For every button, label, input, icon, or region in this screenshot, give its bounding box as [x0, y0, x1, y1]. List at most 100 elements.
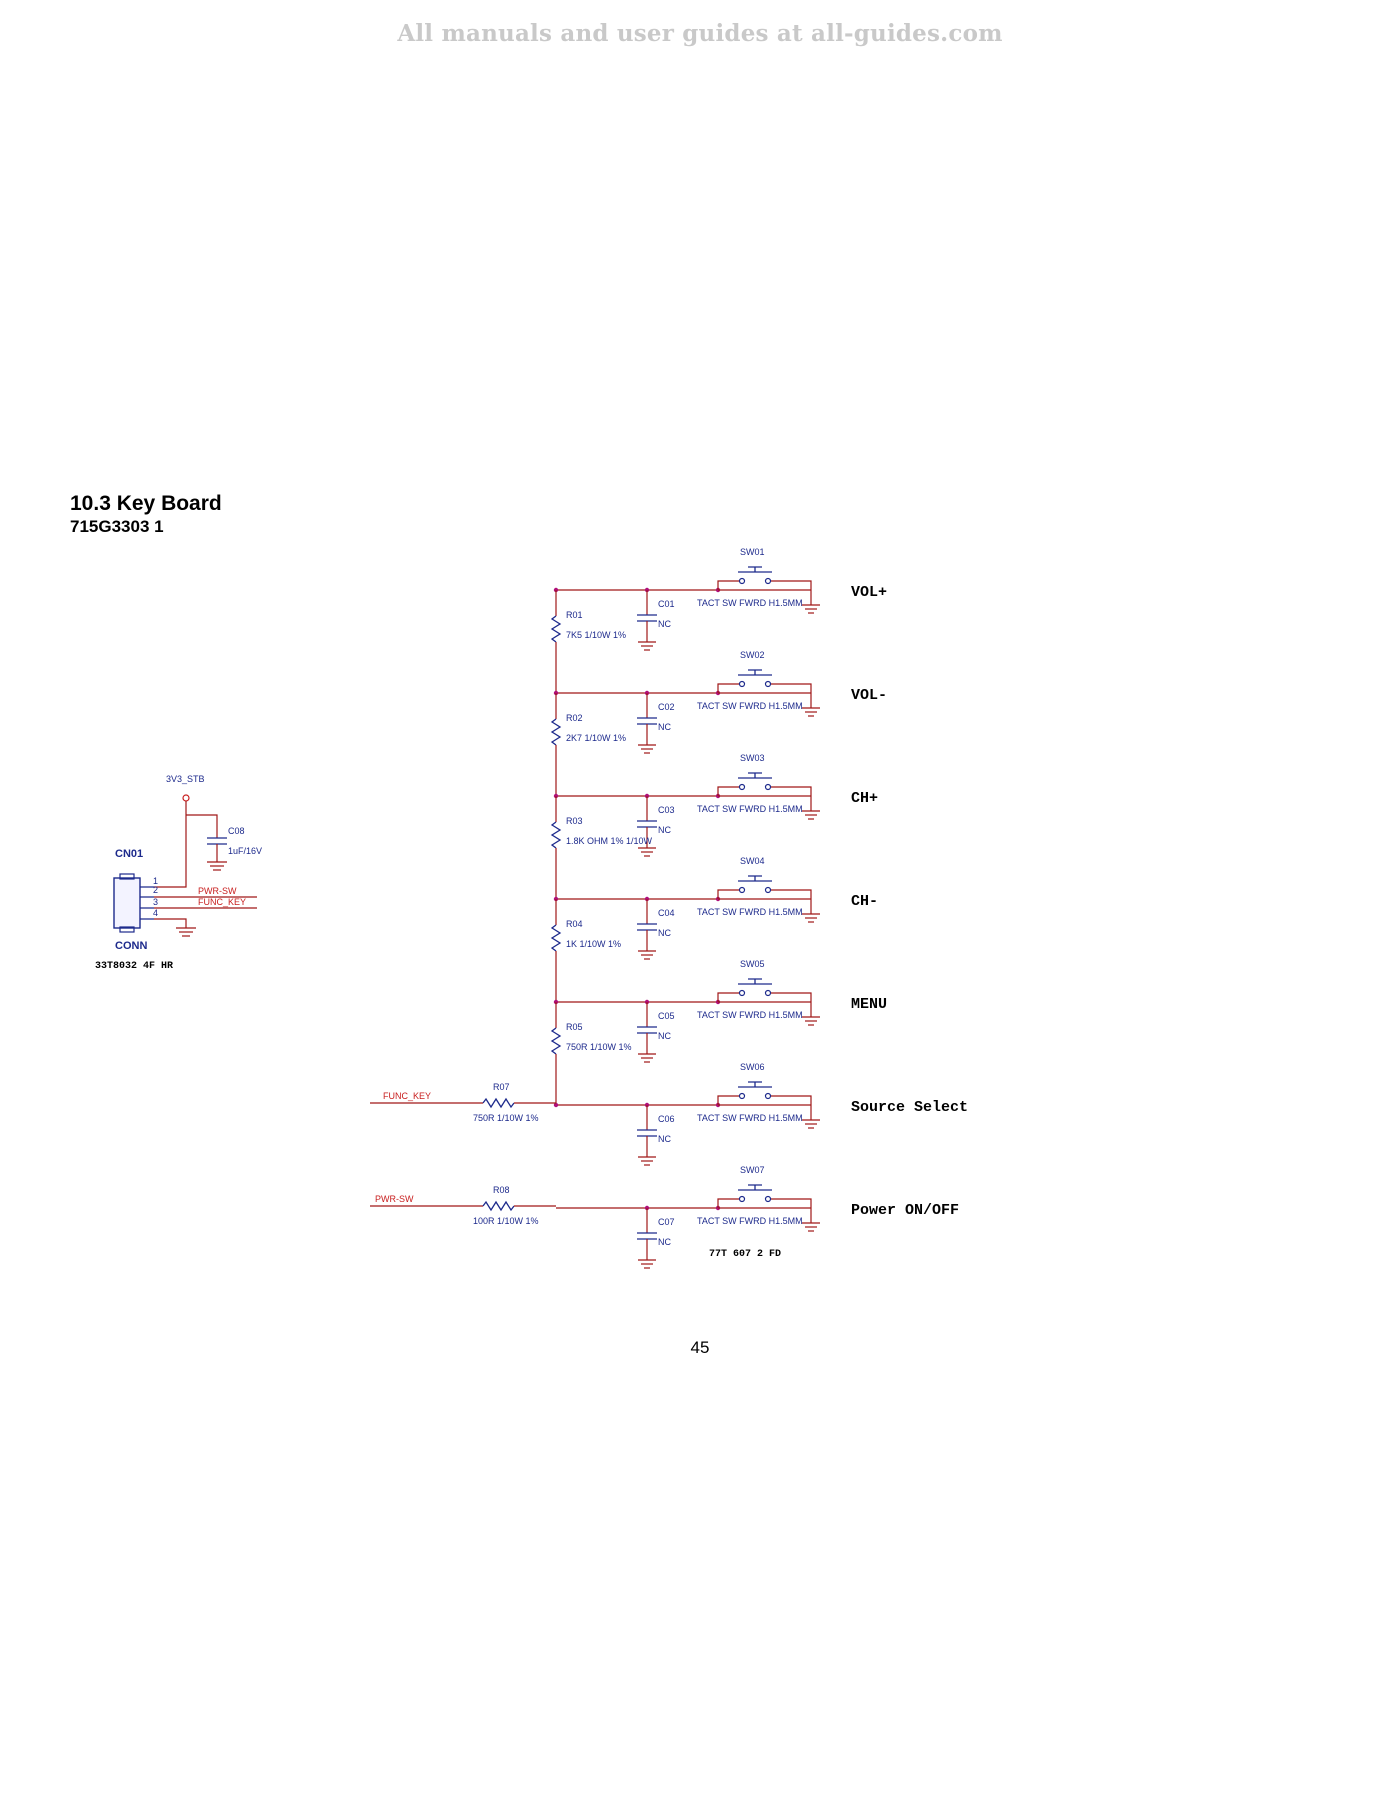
section-heading: 10.3 Key Board 715G3303 1 — [70, 492, 222, 538]
key-label: MENU — [851, 996, 887, 1013]
ground-icon — [207, 861, 227, 871]
func-key-net-label: FUNC_KEY — [383, 1091, 431, 1101]
switch-ref: SW07 — [740, 1165, 765, 1175]
res-ref: R05 — [566, 1022, 583, 1032]
key-label: Source Select — [851, 1099, 968, 1116]
cap-ref: C01 — [658, 599, 675, 609]
pin-1: 1 — [153, 876, 158, 886]
key-label: VOL+ — [851, 584, 887, 601]
ground-icon — [802, 810, 820, 820]
board-part-number: 715G3303 1 — [70, 517, 164, 536]
switch-ref: SW04 — [740, 856, 765, 866]
capacitor-c03 — [637, 820, 657, 828]
switch-ref: SW03 — [740, 753, 765, 763]
ground-icon — [802, 1016, 820, 1026]
key-label: Power ON/OFF — [851, 1202, 959, 1219]
cap-value: NC — [658, 825, 671, 835]
switch-label: TACT SW FWRD H1.5MM — [697, 804, 803, 814]
cap-ref: C05 — [658, 1011, 675, 1021]
capacitor-c06 — [637, 1129, 657, 1137]
resistor-r04 — [550, 924, 562, 952]
pin-2: 2 — [153, 885, 158, 895]
switch-label: TACT SW FWRD H1.5MM — [697, 907, 803, 917]
res-value: 750R 1/10W 1% — [566, 1042, 632, 1052]
ground-icon — [638, 950, 656, 960]
switch-label: TACT SW FWRD H1.5MM — [697, 598, 803, 608]
cap-ref: C03 — [658, 805, 675, 815]
resistor-r05 — [550, 1027, 562, 1055]
cap-ref: C04 — [658, 908, 675, 918]
connector-cn01: 3V3_STB C08 1uF/16V CN01 1 2 3 4 PWR-SW — [95, 774, 262, 972]
connector-body — [113, 877, 141, 929]
switch-sw07 — [738, 1184, 772, 1191]
switch-sw05 — [738, 978, 772, 985]
watermark: All manuals and user guides at all-guide… — [397, 20, 1003, 47]
res-ref: R01 — [566, 610, 583, 620]
capacitor-c04 — [637, 923, 657, 931]
switch-ref: SW02 — [740, 650, 765, 660]
ground-icon — [176, 927, 196, 937]
ground-icon — [638, 641, 656, 651]
pwr-sw-net-label: PWR-SW — [375, 1194, 414, 1204]
switch-label: TACT SW FWRD H1.5MM — [697, 701, 803, 711]
cap-value: NC — [658, 928, 671, 938]
cap-value: NC — [658, 722, 671, 732]
key-label: VOL- — [851, 687, 887, 704]
page-number: 45 — [690, 1338, 710, 1357]
cap-ref: C02 — [658, 702, 675, 712]
switch-sw06 — [738, 1081, 772, 1088]
key-label: CH+ — [851, 790, 878, 807]
switch-label: TACT SW FWRD H1.5MM — [697, 1216, 803, 1226]
section-title: 10.3 Key Board — [70, 492, 222, 515]
pin-3: 3 — [153, 897, 158, 907]
switch-sw03 — [738, 772, 772, 779]
cap-ref: C06 — [658, 1114, 675, 1124]
cap-value: NC — [658, 619, 671, 629]
supply-terminal — [182, 794, 190, 802]
r07-ref: R07 — [493, 1082, 510, 1092]
r08-value: 100R 1/10W 1% — [473, 1216, 539, 1226]
ground-icon — [638, 1156, 656, 1166]
ground-icon — [802, 913, 820, 923]
capacitor-c02 — [637, 717, 657, 725]
capacitor-c01 — [637, 614, 657, 622]
res-value: 7K5 1/10W 1% — [566, 630, 626, 640]
res-ref: R02 — [566, 713, 583, 723]
ground-icon — [638, 744, 656, 754]
switch-part-number: 77T 607 2 FD — [709, 1249, 781, 1260]
supply-label: 3V3_STB — [166, 774, 205, 784]
cap-value: NC — [658, 1237, 671, 1247]
ground-icon — [638, 1259, 656, 1269]
ground-icon — [802, 1222, 820, 1232]
switch-sw04 — [738, 875, 772, 882]
capacitor-c07 — [637, 1232, 657, 1240]
capacitor-c05 — [637, 1026, 657, 1034]
cap-value: NC — [658, 1031, 671, 1041]
switch-label: TACT SW FWRD H1.5MM — [697, 1113, 803, 1123]
ground-icon — [802, 604, 820, 614]
ground-icon — [638, 1053, 656, 1063]
net-pwr-sw-label: PWR-SW — [198, 886, 237, 896]
res-value: 1K 1/10W 1% — [566, 939, 621, 949]
switch-sw02 — [738, 669, 772, 676]
switch-label: TACT SW FWRD H1.5MM — [697, 1010, 803, 1020]
switch-ref: SW05 — [740, 959, 765, 969]
res-ref: R03 — [566, 816, 583, 826]
ground-icon — [638, 847, 656, 857]
resistor-r03 — [550, 821, 562, 849]
connector-ref: CN01 — [115, 848, 143, 860]
key-ladder: C01 NC SW01 TACT SW FWRD H1.5MM VOL+ R01 7K5 1… — [370, 547, 968, 1269]
net-func-key-label: FUNC_KEY — [198, 897, 246, 907]
connector-type: CONN — [115, 940, 147, 952]
cap-c08-ref: C08 — [228, 826, 245, 836]
switch-sw01 — [738, 566, 772, 573]
r07-value: 750R 1/10W 1% — [473, 1113, 539, 1123]
ground-icon — [802, 707, 820, 717]
res-value: 1.8K OHM 1% 1/10W — [566, 836, 653, 846]
r08-ref: R08 — [493, 1185, 510, 1195]
switch-ref: SW06 — [740, 1062, 765, 1072]
pin-4: 4 — [153, 908, 158, 918]
switch-ref: SW01 — [740, 547, 765, 557]
key-label: CH- — [851, 893, 878, 910]
resistor-r02 — [550, 718, 562, 746]
